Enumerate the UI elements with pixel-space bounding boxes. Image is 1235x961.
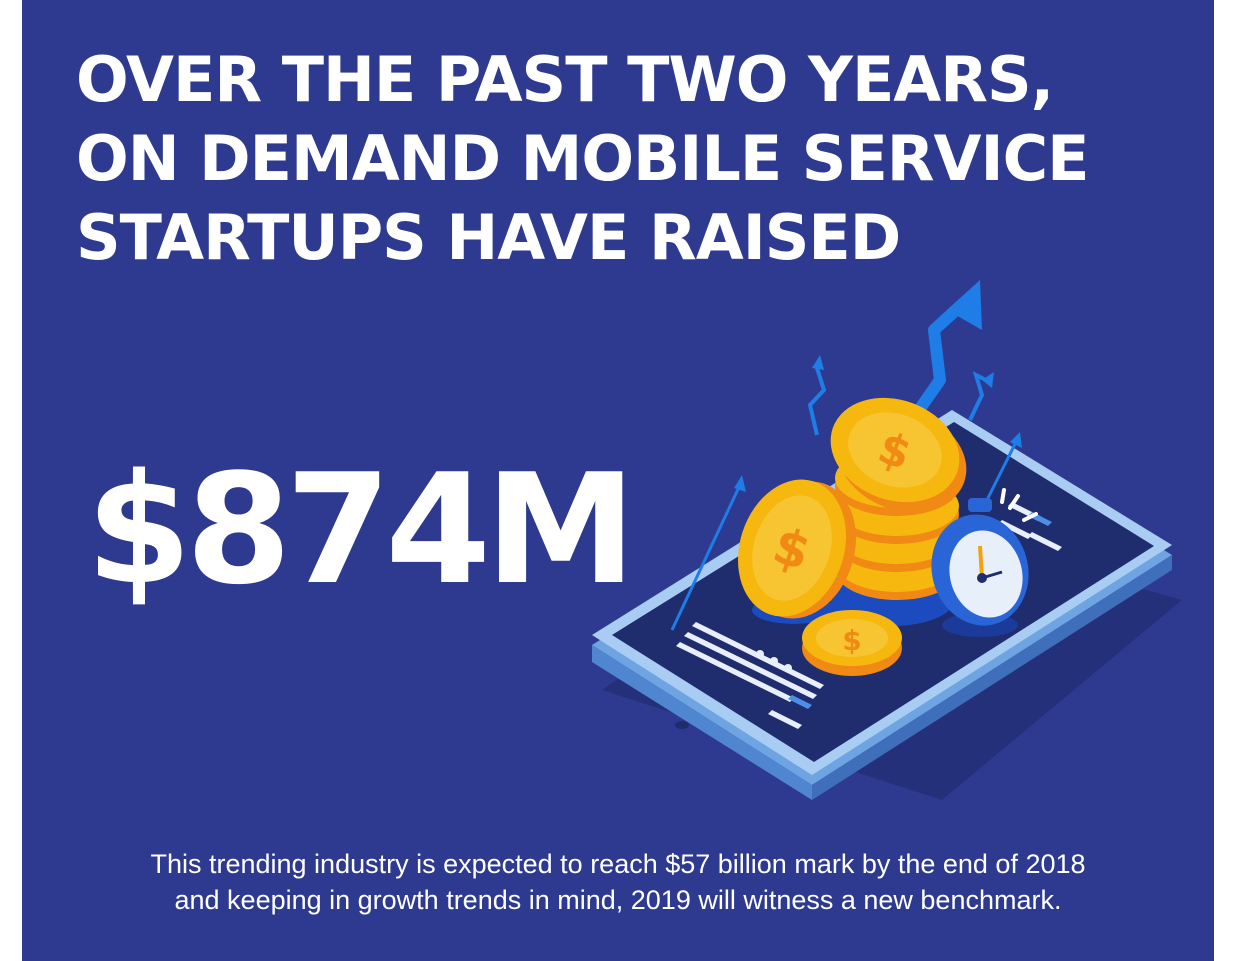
headline-line-1: OVER THE PAST TWO YEARS, xyxy=(76,43,1054,116)
headline-line-2: ON DEMAND MOBILE SERVICE xyxy=(76,122,1089,195)
dollar-coin-icon: $ xyxy=(802,610,902,676)
svg-text:$: $ xyxy=(842,624,861,657)
caption: This trending industry is expected to re… xyxy=(22,846,1214,918)
caption-line-2: and keeping in growth trends in mind, 20… xyxy=(174,885,1062,915)
stopwatch-icon xyxy=(931,488,1038,637)
headline-line-3: STARTUPS HAVE RAISED xyxy=(76,201,901,274)
headline: OVER THE PAST TWO YEARS, ON DEMAND MOBIL… xyxy=(76,40,1196,277)
phone-coins-illustration: $ $ $ xyxy=(592,280,1182,800)
growth-arrow-icon xyxy=(670,280,1022,631)
caption-line-1: This trending industry is expected to re… xyxy=(150,849,1086,879)
funding-amount: $874M xyxy=(86,441,636,618)
dollar-coin-icon: $ xyxy=(738,479,856,624)
coin-stack-icon: $ xyxy=(830,397,967,626)
infographic-card: OVER THE PAST TWO YEARS, ON DEMAND MOBIL… xyxy=(22,0,1214,961)
